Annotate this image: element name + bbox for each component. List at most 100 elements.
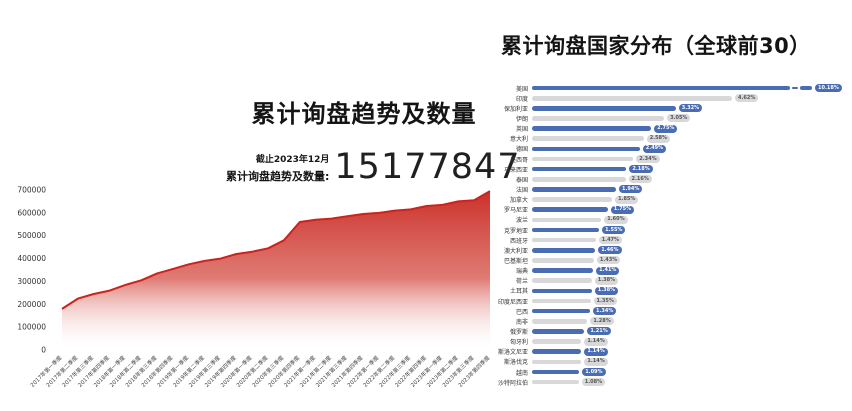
percent-badge: 1.34% (593, 307, 617, 316)
percent-badge: 1.21% (587, 327, 611, 336)
value-bar (532, 227, 600, 233)
value-bar (532, 197, 613, 202)
bar-row: 越南 1.09% (486, 367, 850, 377)
bar-row: 克罗地亚 1.55% (486, 225, 850, 235)
value-bar (532, 308, 590, 314)
country-chart-title: 累计询盘国家分布（全球前30） (501, 34, 811, 58)
bar-row: 法国 1.94% (486, 184, 850, 194)
country-label: 西班牙 (509, 237, 528, 245)
country-label: 法国 (515, 186, 528, 194)
percent-badge: 1.09% (582, 368, 606, 376)
value-bar (532, 156, 634, 162)
value-bar (532, 126, 652, 131)
bar-row: 印度 4.62% (486, 93, 850, 103)
value-bar (532, 248, 596, 253)
country-label: 俄罗斯 (509, 328, 528, 336)
country-label: 澳大利亚 (503, 247, 528, 255)
country-label: 沙特阿拉伯 (497, 379, 528, 387)
y-tick-label: 700000 (17, 186, 46, 195)
percent-badge: 2.34% (636, 155, 660, 164)
value-bar (532, 268, 594, 273)
value-bar (532, 369, 580, 375)
bar-row: 澳大利亚 1.46% (486, 245, 850, 255)
percent-badge: 1.75% (610, 205, 635, 214)
value-bar (532, 207, 608, 213)
country-label: 印度 (515, 95, 528, 103)
country-bar-chart: 美国 10.18% 印度 4.62% 保加利亚 3.32% 伊朗 3.05% 英国 2.75% 意大… (486, 83, 850, 387)
country-label: 波兰 (515, 217, 528, 225)
country-label: 保加利亚 (503, 105, 528, 113)
country-label: 斯洛文尼亚 (497, 349, 528, 357)
value-bar (532, 187, 616, 192)
value-bar (532, 136, 644, 142)
percent-badge: 1.38% (594, 276, 619, 285)
country-label: 伊朗 (515, 115, 528, 123)
bar-row: 瑞典 1.41% (486, 266, 850, 276)
percent-badge: 1.46% (598, 246, 622, 255)
value-bar (532, 379, 579, 385)
percent-badge: 1.60% (604, 215, 628, 224)
bar-row: 加拿大 1.85% (486, 195, 850, 205)
bar-row: 波兰 1.60% (486, 215, 850, 225)
y-tick-label: 100000 (17, 323, 46, 332)
value-bar (532, 146, 640, 152)
percent-badge: 1.47% (598, 236, 623, 245)
bar-row: 意大利 2.58% (486, 134, 850, 144)
value-bar (532, 106, 676, 111)
value-bar (532, 258, 594, 263)
bar-row: 俄罗斯 1.21% (486, 326, 850, 336)
percent-badge: 10.18% (815, 84, 842, 93)
bar-row: 英国 2.75% (486, 124, 850, 134)
percent-badge: 1.14% (584, 357, 608, 366)
value-bar (532, 298, 591, 304)
country-label: 马来西亚 (503, 166, 528, 174)
country-label: 美国 (515, 85, 528, 93)
country-label: 南非 (515, 318, 528, 326)
value-bar (532, 166, 627, 172)
percent-badge: 1.14% (584, 347, 608, 356)
axis-break-dash (792, 87, 798, 90)
percent-badge: 1.41% (596, 266, 620, 275)
bar-row: 沙特阿拉伯 1.08% (486, 377, 850, 387)
country-label: 越南 (515, 369, 528, 377)
total-stats: 截止2023年12月 累计询盘趋势及数量: 15177847 (226, 150, 521, 185)
percent-badge: 1.35% (593, 297, 617, 306)
bar-row: 美国 10.18% (486, 83, 850, 93)
value-bar (532, 329, 585, 334)
total-value: 15177847 (334, 147, 521, 187)
value-bar (532, 217, 602, 223)
value-bar (532, 288, 592, 294)
y-tick-label: 600000 (17, 208, 46, 217)
percent-badge: 1.85% (615, 195, 639, 204)
bar-row: 墨西哥 2.34% (486, 154, 850, 164)
bar-row: 罗马尼亚 1.75% (486, 205, 850, 215)
bar-row: 西班牙 1.47% (486, 235, 850, 245)
bar-row: 斯洛文尼亚 1.14% (486, 347, 850, 357)
percent-badge: 3.32% (678, 104, 703, 113)
percent-badge: 1.38% (594, 286, 619, 295)
country-label: 德国 (515, 146, 528, 154)
country-label: 匈牙利 (509, 339, 528, 347)
percent-badge: 2.18% (629, 165, 653, 174)
percent-badge: 4.62% (735, 94, 759, 103)
country-label: 意大利 (509, 136, 528, 144)
bar-row: 巴西 1.34% (486, 306, 850, 316)
percent-badge: 2.58% (646, 134, 671, 143)
country-label: 英国 (515, 126, 528, 134)
bar-row: 荷兰 1.38% (486, 276, 850, 286)
axis-break-segment (800, 85, 812, 91)
bar-row: 匈牙利 1.14% (486, 337, 850, 347)
bar-row: 斯洛伐克 1.14% (486, 357, 850, 367)
y-tick-label: 0 (41, 346, 46, 355)
percent-badge: 1.43% (596, 256, 621, 265)
percent-badge: 1.94% (619, 185, 643, 194)
bar-row: 保加利亚 3.32% (486, 103, 850, 113)
bar-row: 泰国 2.16% (486, 174, 850, 184)
country-label: 瑞典 (515, 268, 528, 276)
country-label: 罗马尼亚 (503, 207, 528, 215)
bar-row: 巴基斯坦 1.43% (486, 255, 850, 265)
percent-badge: 3.05% (667, 114, 691, 123)
percent-badge: 1.08% (581, 378, 606, 387)
y-tick-label: 300000 (17, 277, 46, 286)
